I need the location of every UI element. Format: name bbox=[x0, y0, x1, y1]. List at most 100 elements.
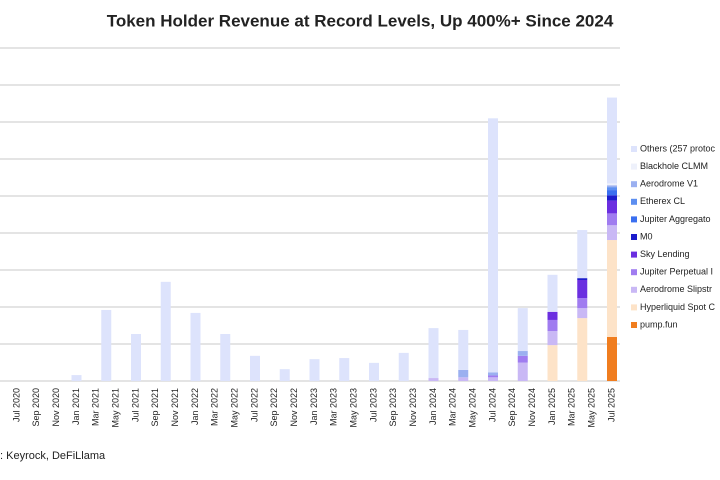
bar-segment bbox=[488, 377, 498, 381]
x-tick-label: May 2024 bbox=[468, 388, 478, 428]
bar-segment bbox=[547, 274, 558, 312]
x-tick-label: Jul 2021 bbox=[130, 388, 140, 422]
bar-segment bbox=[398, 352, 409, 381]
x-tick-label: Nov 2024 bbox=[527, 388, 537, 427]
bar-segment bbox=[547, 331, 558, 346]
bar-segment bbox=[488, 118, 498, 373]
bar-segment bbox=[369, 362, 379, 381]
x-tick-label: Mar 2025 bbox=[567, 388, 577, 426]
bar-segment bbox=[607, 336, 617, 381]
bar-segment bbox=[190, 312, 201, 381]
bar-segment bbox=[577, 230, 588, 279]
x-tick-label: Nov 2023 bbox=[408, 388, 418, 427]
bar-segment bbox=[607, 213, 617, 226]
legend-label: Aerodrome Slipstr bbox=[640, 284, 712, 294]
bar-segment bbox=[577, 278, 588, 280]
bar-segment bbox=[488, 372, 498, 376]
x-tick-label: May 2022 bbox=[230, 388, 240, 428]
bar-segment bbox=[458, 329, 469, 370]
x-tick-label: Jan 2021 bbox=[71, 388, 81, 425]
x-tick-label: Sep 2024 bbox=[507, 388, 517, 427]
x-tick-label: Nov 2020 bbox=[51, 388, 61, 427]
bar-segment bbox=[607, 97, 617, 184]
bar-segment bbox=[547, 345, 558, 381]
bar-segment bbox=[428, 328, 439, 379]
bar-segment bbox=[131, 334, 141, 381]
bar-segment bbox=[517, 308, 528, 352]
bar-segment bbox=[607, 187, 617, 191]
bar-segment bbox=[517, 351, 528, 356]
legend-label: Hyperliquid Spot C bbox=[640, 302, 716, 312]
x-tick-label: Jan 2022 bbox=[190, 388, 200, 425]
bar-segment bbox=[488, 375, 498, 378]
bar-segment bbox=[458, 369, 469, 378]
x-tick-label: Jul 2022 bbox=[249, 388, 259, 422]
x-tick-label: Jul 2023 bbox=[368, 388, 378, 422]
legend-label: M0 bbox=[640, 231, 653, 241]
bar-segment bbox=[577, 298, 588, 309]
legend-swatch bbox=[631, 286, 637, 293]
legend-label: Jupiter Perpetual I bbox=[640, 267, 713, 277]
x-tick-label: Nov 2022 bbox=[289, 388, 299, 427]
legend-label: Etherex CL bbox=[640, 196, 685, 206]
bar-segment bbox=[607, 240, 617, 337]
bar-segment bbox=[547, 319, 558, 332]
x-tick-label: Sep 2022 bbox=[269, 388, 279, 427]
x-tick-label: Mar 2023 bbox=[329, 388, 339, 426]
bar-segment bbox=[577, 279, 588, 299]
legend-swatch bbox=[631, 163, 637, 170]
bar-segment bbox=[517, 362, 528, 381]
x-tick-label: Mar 2022 bbox=[210, 388, 220, 426]
bar-segment bbox=[279, 369, 290, 381]
x-tick-label: Sep 2021 bbox=[150, 388, 160, 427]
bar-segment bbox=[309, 359, 320, 381]
legend-swatch bbox=[631, 216, 637, 223]
bar-segment bbox=[607, 183, 617, 186]
x-tick-label: Jan 2025 bbox=[547, 388, 557, 425]
bar-segment bbox=[517, 355, 528, 363]
legend-swatch bbox=[631, 234, 637, 240]
bar-segment bbox=[577, 308, 588, 319]
bar-segment bbox=[547, 311, 558, 320]
x-tick-label: Jul 2024 bbox=[487, 388, 497, 422]
bar-segment bbox=[71, 375, 82, 381]
bar-segment bbox=[607, 225, 617, 241]
x-tick-label: Jul 2020 bbox=[11, 388, 21, 422]
x-tick-label: May 2021 bbox=[111, 388, 121, 428]
legend-label: Aerodrome V1 bbox=[640, 179, 698, 189]
bar-segment bbox=[607, 190, 617, 196]
bar-segment bbox=[101, 309, 112, 381]
bar-segment bbox=[160, 281, 171, 381]
legend-swatch bbox=[631, 181, 637, 188]
legend-label: pump.fun bbox=[640, 319, 678, 329]
x-tick-label: May 2025 bbox=[587, 388, 597, 428]
legend-swatch bbox=[631, 198, 637, 205]
legend-swatch bbox=[631, 146, 637, 152]
bar-segment bbox=[458, 377, 469, 381]
bar-segment bbox=[607, 195, 617, 201]
x-tick-label: Sep 2023 bbox=[388, 388, 398, 427]
bar-segment bbox=[428, 378, 439, 381]
bar-segment bbox=[220, 334, 231, 381]
x-tick-label: Jan 2023 bbox=[309, 388, 319, 425]
x-tick-label: Mar 2021 bbox=[91, 388, 101, 426]
legend-label: Jupiter Aggregato bbox=[640, 214, 711, 224]
legend-swatch bbox=[631, 269, 637, 276]
source: : Keyrock, DeFiLlama bbox=[0, 450, 106, 462]
bar-segment bbox=[250, 355, 260, 381]
x-tick-label: Jul 2025 bbox=[606, 388, 616, 422]
legend-swatch bbox=[631, 251, 637, 258]
legend-label: Sky Lending bbox=[640, 249, 690, 259]
legend-label: Others (257 protoc bbox=[640, 143, 716, 153]
legend-swatch bbox=[631, 322, 637, 328]
x-tick-label: Mar 2024 bbox=[448, 388, 458, 426]
legend-swatch bbox=[631, 304, 637, 311]
chart-title: Token Holder Revenue at Record Levels, U… bbox=[107, 11, 614, 30]
x-tick-label: May 2023 bbox=[349, 388, 359, 428]
x-tick-label: Sep 2020 bbox=[31, 388, 41, 427]
x-tick-label: Jan 2024 bbox=[428, 388, 438, 425]
bar-segment bbox=[607, 185, 617, 188]
bar-segment bbox=[339, 358, 350, 381]
bar-segment bbox=[607, 200, 617, 214]
